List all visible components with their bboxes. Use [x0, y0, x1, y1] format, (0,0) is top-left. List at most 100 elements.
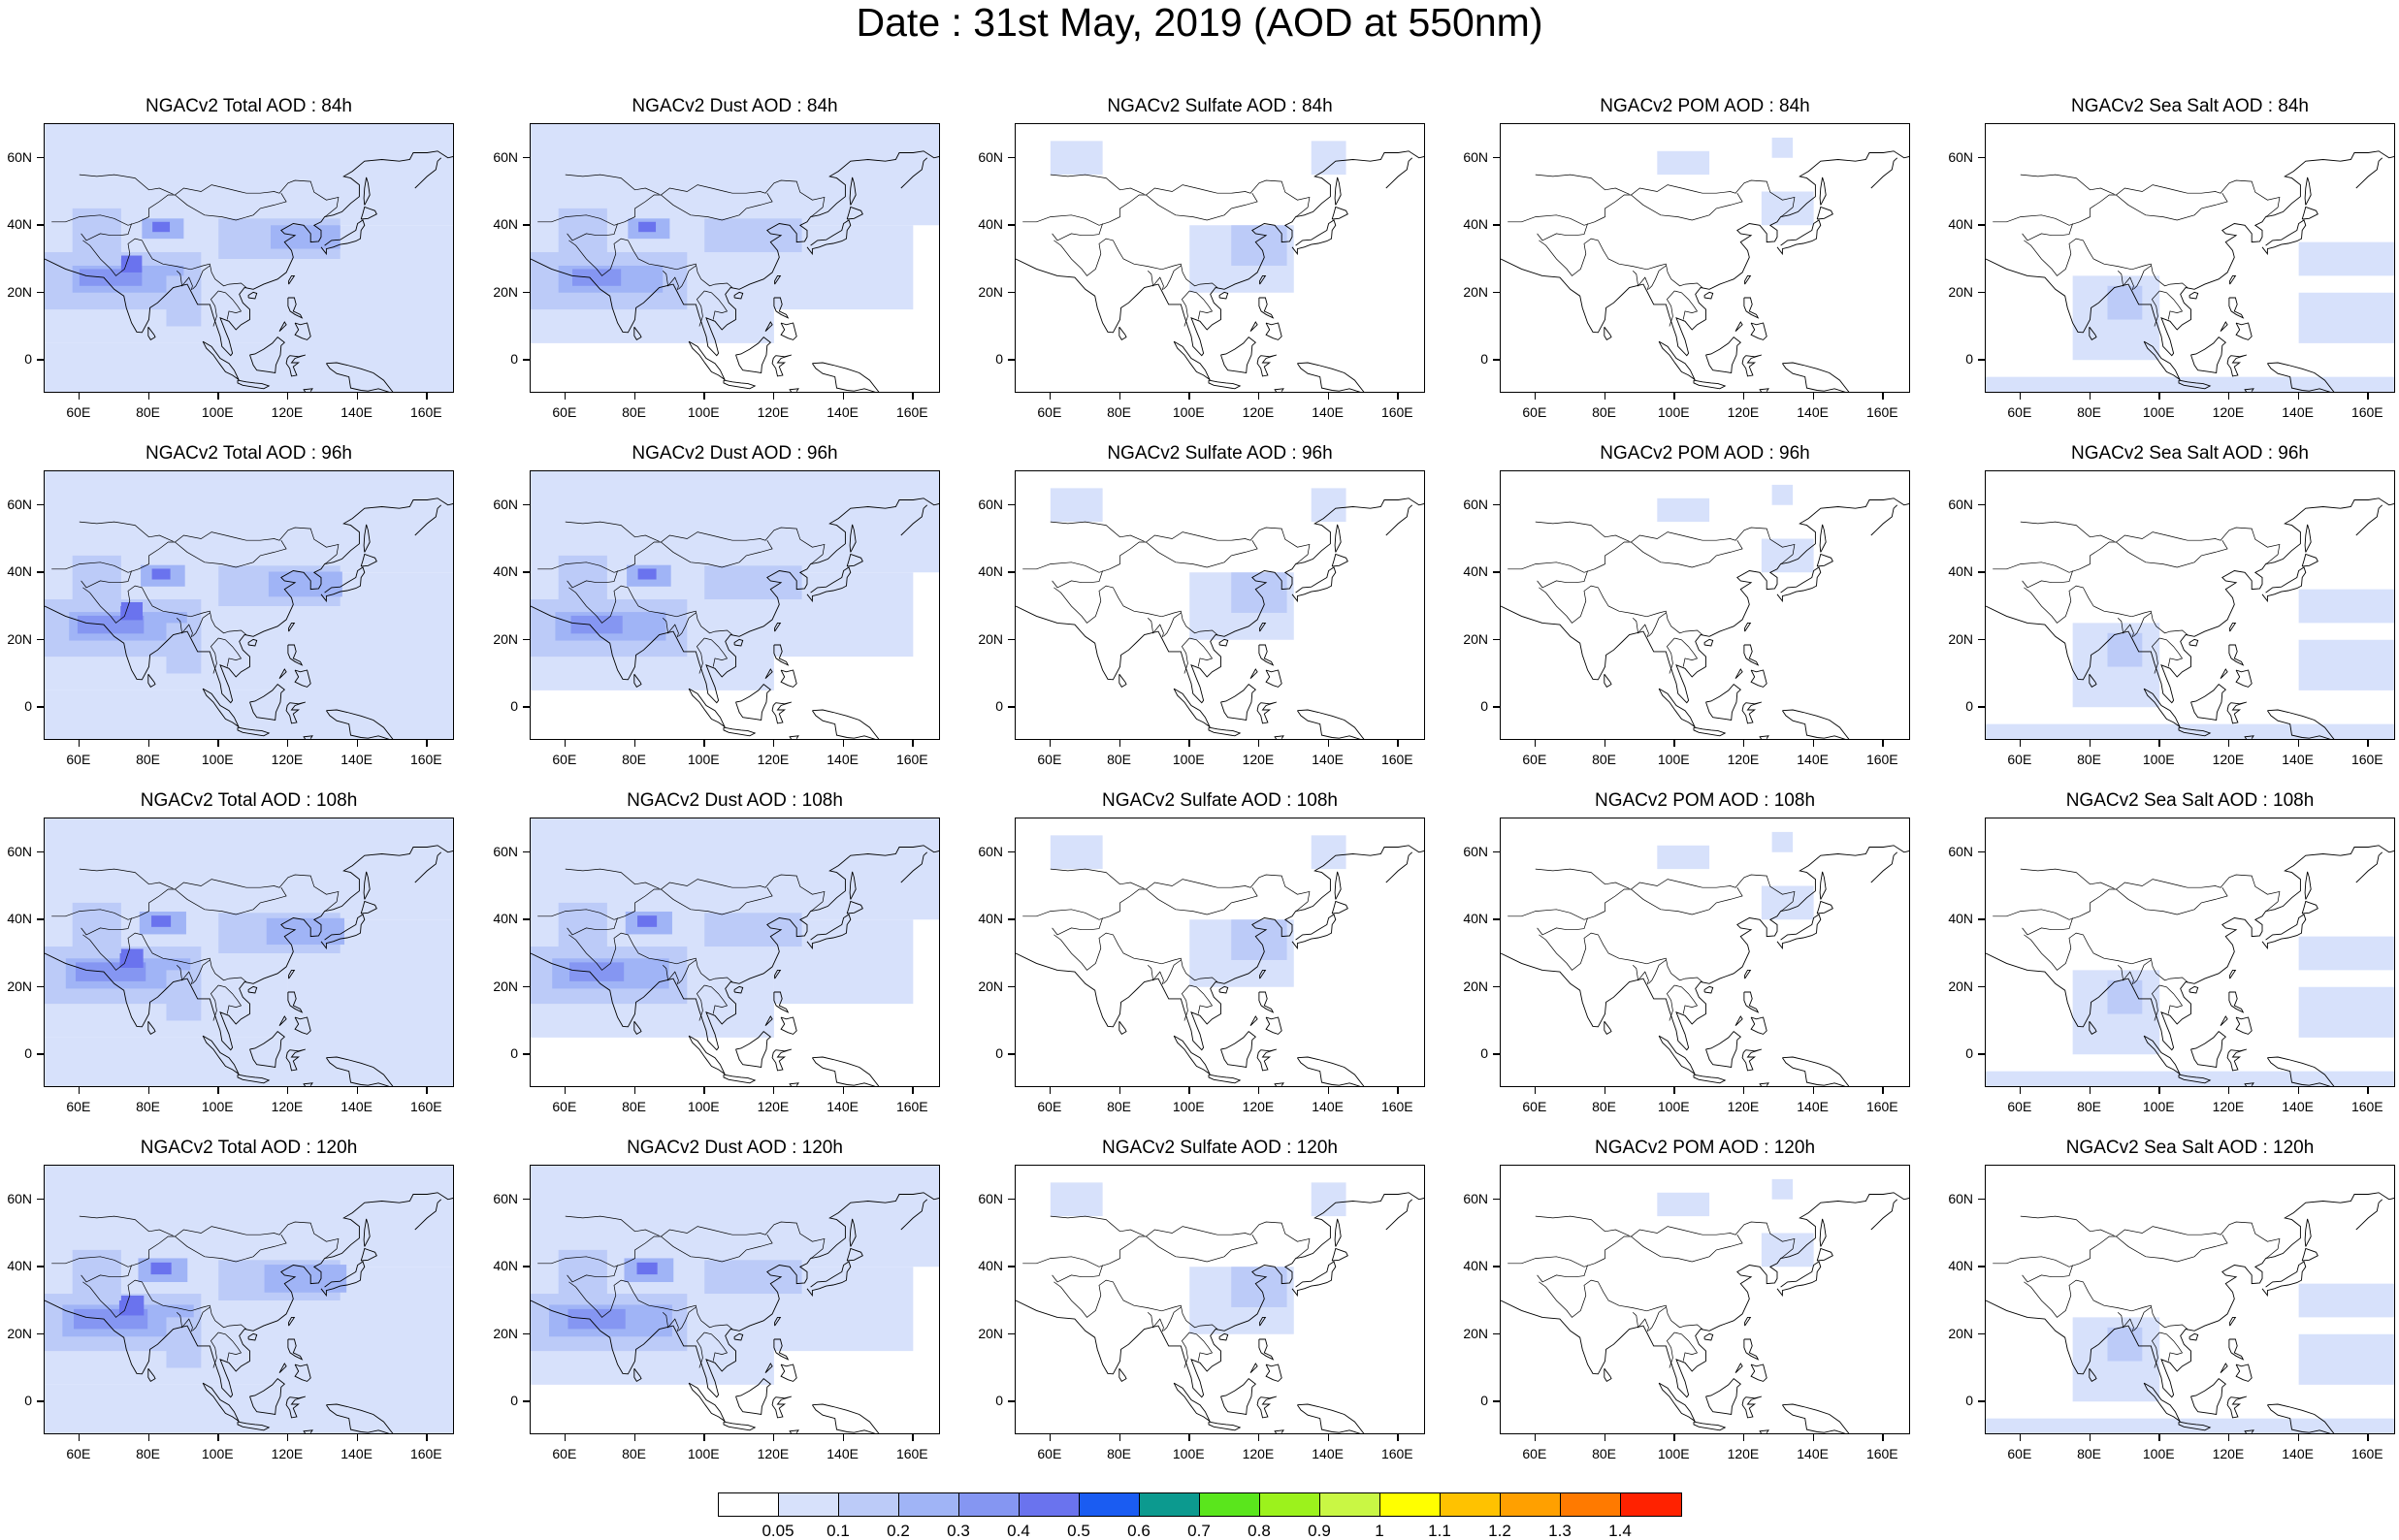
border-4	[2022, 917, 2073, 936]
coastline-13	[1741, 701, 1763, 724]
y-tick-label: 40N	[1463, 911, 1488, 927]
y-tick-label: 20N	[978, 630, 1003, 647]
x-tick-label: 60E	[66, 404, 91, 420]
map-frame	[1015, 470, 1425, 740]
border-2	[1146, 887, 1258, 915]
coastline-9	[1734, 668, 1743, 680]
y-tick-label: 20N	[1948, 283, 1973, 300]
coastline-3	[1331, 1247, 1348, 1262]
coastline-2	[1776, 914, 1822, 950]
x-tick-label: 140E	[340, 404, 373, 420]
x-tick-label: 80E	[1107, 1099, 1131, 1114]
x-tick-mark	[633, 393, 636, 400]
border-3	[1539, 585, 1703, 635]
border-5	[1632, 964, 1649, 985]
x-tick-mark	[703, 1434, 705, 1441]
x-tick-mark	[1882, 1434, 1884, 1441]
coastline-6	[247, 1332, 258, 1341]
border-7	[1674, 1331, 1699, 1362]
x-tick-label: 60E	[552, 752, 577, 767]
border-4	[1537, 570, 1588, 589]
map-panel-total-1: NGACv2 Total AOD : 96h 60N 40N 20N 0 60E 80E 10…	[7, 443, 454, 767]
coastline-4	[2304, 871, 2312, 900]
coastline-6	[733, 1332, 744, 1341]
x-tick-mark	[2367, 1087, 2369, 1094]
y-tick-label: 20N	[1948, 978, 1973, 994]
x-tick-mark	[2019, 1087, 2022, 1094]
y-tick-mark	[1493, 291, 1500, 294]
border-2	[175, 540, 287, 568]
aod-plume-total-6	[79, 269, 143, 286]
x-tick-mark	[147, 393, 150, 400]
border-0	[51, 527, 340, 573]
x-tick-label: 100E	[1657, 752, 1690, 767]
aod-plume-sulfate-2	[1050, 488, 1103, 523]
x-tick-label: 80E	[136, 752, 160, 767]
x-tick-mark	[356, 740, 359, 747]
coastline-9	[2220, 1363, 2228, 1374]
map-frame	[1985, 470, 2395, 740]
x-tick-label: 80E	[2077, 1099, 2101, 1114]
map-panel-seasalt-2: NGACv2 Sea Salt AOD : 108h 60N 40N 20N 0 60E 8…	[1948, 790, 2395, 1114]
y-tick-label: 40N	[7, 216, 32, 233]
x-tick-mark	[1742, 393, 1745, 400]
map-frame	[530, 1165, 940, 1434]
coastline-3	[846, 1247, 863, 1262]
aod-plume-dust-5	[570, 615, 623, 634]
border-5	[662, 964, 679, 985]
panel-title: NGACv2 Total AOD : 108h	[140, 790, 358, 811]
border-0	[51, 1221, 340, 1267]
border-2	[2116, 193, 2228, 221]
x-tick-label: 140E	[340, 1446, 373, 1461]
x-tick-label: 80E	[1592, 404, 1616, 420]
panel-title: NGACv2 POM AOD : 84h	[1600, 96, 1810, 116]
x-tick-mark	[633, 1087, 636, 1094]
x-tick-mark	[147, 1087, 150, 1094]
aod-plume-dust-7	[637, 568, 657, 580]
coastline-0	[531, 1192, 939, 1398]
aod-plume-dust-5	[572, 269, 622, 286]
x-tick-mark	[1882, 740, 1884, 747]
x-tick-mark	[1118, 740, 1121, 747]
border-2	[661, 193, 773, 221]
y-tick-mark	[1008, 571, 1015, 573]
x-tick-label: 140E	[1312, 404, 1344, 420]
coastline-6	[1703, 291, 1714, 300]
coastline-12	[2190, 1377, 2227, 1416]
y-tick-mark	[1978, 638, 1985, 641]
coastline-10	[1658, 340, 1697, 381]
coastline-7	[1743, 297, 1760, 319]
colorbar-label: 0.6	[1127, 1522, 1151, 1540]
y-tick-mark	[1978, 1332, 1985, 1335]
y-tick-label: 0	[1965, 351, 1973, 368]
aod-map-total-0	[45, 124, 453, 392]
x-tick-mark	[1812, 740, 1815, 747]
coastline-0	[1986, 150, 2394, 357]
coastline-6	[1218, 291, 1229, 300]
coastline-3	[1816, 206, 1833, 220]
y-tick-mark	[1008, 156, 1015, 159]
border-6	[192, 265, 211, 290]
border-4	[81, 917, 132, 936]
border-3	[568, 932, 733, 982]
coastline-13	[771, 1048, 793, 1072]
coastline-11	[237, 379, 271, 390]
coastline-11	[1693, 726, 1727, 737]
x-tick-mark	[2367, 393, 2369, 400]
coastline-5	[774, 274, 782, 285]
map-frame	[44, 1165, 454, 1434]
coastline-14	[812, 362, 880, 392]
border-8	[696, 984, 705, 1021]
coastline-2	[1776, 1261, 1822, 1298]
y-tick-mark	[1008, 850, 1015, 853]
border-8	[1181, 290, 1190, 327]
y-tick-label: 40N	[493, 1258, 518, 1274]
border-6	[2133, 265, 2152, 290]
coastline-5	[1744, 622, 1752, 632]
border-4	[1537, 917, 1588, 936]
x-tick-label: 160E	[1865, 752, 1898, 767]
coastline-4	[2304, 1218, 2312, 1247]
x-tick-mark	[147, 1434, 150, 1441]
border-2	[175, 1235, 287, 1263]
coastline-7	[773, 297, 790, 319]
